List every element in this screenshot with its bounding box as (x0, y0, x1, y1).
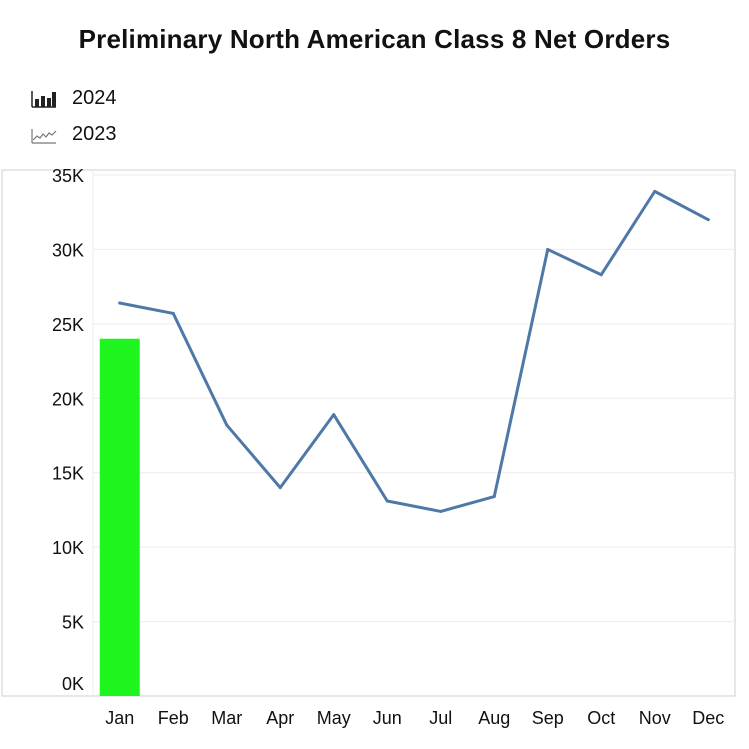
x-tick-label: Nov (639, 708, 671, 728)
point-2023-apr[interactable] (278, 486, 282, 490)
point-2023-nov[interactable] (653, 189, 657, 193)
point-2023-oct[interactable] (599, 273, 603, 277)
x-tick-label: Sep (532, 708, 564, 728)
y-tick-label: 10K (52, 538, 84, 558)
point-2023-mar[interactable] (225, 423, 229, 427)
line-chart-icon (31, 129, 57, 144)
legend-item-2023[interactable]: 2023 (30, 116, 117, 152)
x-tick-label: Feb (158, 708, 189, 728)
x-tick-label: Dec (692, 708, 724, 728)
point-2023-feb[interactable] (171, 311, 175, 315)
chart-title: Preliminary North American Class 8 Net O… (78, 24, 671, 54)
legend: 2024 2023 (30, 80, 117, 152)
plot-frame (1, 169, 736, 697)
line-2023[interactable] (118, 189, 710, 513)
point-2023-jun[interactable] (385, 499, 389, 503)
y-tick-label: 5K (62, 613, 84, 633)
bar-chart-icon (31, 91, 56, 108)
y-tick-label: 25K (52, 315, 84, 335)
y-tick-label: 20K (52, 389, 84, 409)
x-tick-label: Mar (211, 708, 242, 728)
point-2023-jul[interactable] (439, 509, 443, 513)
x-tick-label: Jul (429, 708, 452, 728)
x-tick-label: Jan (105, 708, 134, 728)
legend-item-2024[interactable]: 2024 (30, 80, 117, 116)
x-tick-label: May (317, 708, 351, 728)
point-2023-aug[interactable] (492, 495, 496, 499)
point-2023-jan[interactable] (118, 301, 122, 305)
legend-label-2023: 2023 (72, 122, 117, 145)
point-2023-may[interactable] (332, 413, 336, 417)
point-2023-sep[interactable] (546, 247, 550, 251)
x-tick-label: Apr (266, 708, 294, 728)
y-tick-label: 30K (52, 240, 84, 260)
bar-2024-jan[interactable] (99, 338, 140, 696)
x-tick-label: Jun (373, 708, 402, 728)
legend-label-2024: 2024 (72, 86, 117, 109)
y-tick-label: 35K (52, 166, 84, 186)
x-tick-label: Oct (587, 708, 615, 728)
x-tick-label: Aug (478, 708, 510, 728)
y-tick-label: 0K (62, 674, 84, 694)
y-tick-label: 15K (52, 464, 84, 484)
point-2023-dec[interactable] (706, 218, 710, 222)
